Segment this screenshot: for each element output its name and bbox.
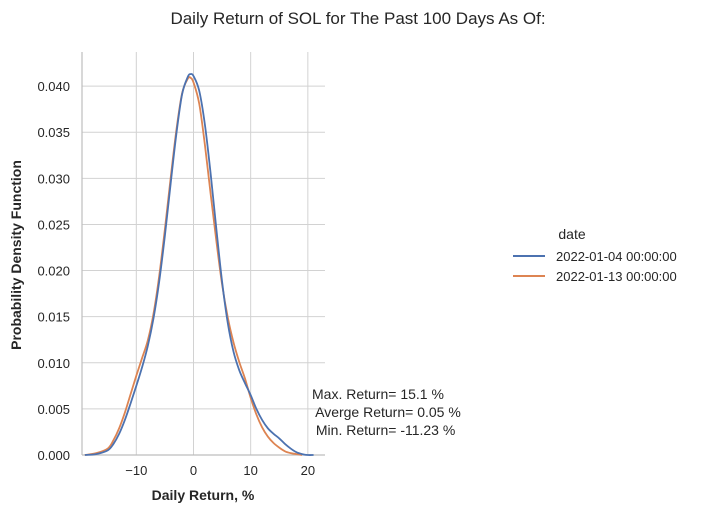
chart-title: Daily Return of SOL for The Past 100 Day… [170,9,545,28]
series-line-2022-01-04 [84,73,314,456]
series-line-2022-01-13 [84,76,303,456]
stats-line: Min. Return= -11.23 % [312,422,455,438]
legend-title: date [558,226,585,242]
legend-entry: 2022-01-13 00:00:00 [556,269,677,284]
y-axis-label: Probability Density Function [8,160,24,350]
stats-line: Averge Return= 0.05 % [312,404,461,420]
stats-annotation: Max. Return= 15.1 % Averge Return= 0.05 … [312,386,461,438]
y-tick-label: 0.025 [37,217,70,232]
y-tick-label: 0.020 [37,264,70,279]
legend: date 2022-01-04 00:00:00 2022-01-13 00:00:… [513,226,677,284]
density-series [84,73,314,456]
y-tick-label: 0.000 [37,448,70,463]
y-tick-labels: 0.000 0.005 0.010 0.015 0.020 0.025 0.030 0.035… [37,79,70,463]
x-tick-label: 20 [301,463,315,478]
x-tick-label: 10 [243,463,257,478]
y-tick-label: 0.030 [37,171,70,186]
axes [81,52,325,456]
legend-entry: 2022-01-04 00:00:00 [556,249,677,264]
y-tick-label: 0.040 [37,79,70,94]
x-tick-labels: −10 0 10 20 [125,463,315,478]
y-tick-label: 0.035 [37,125,70,140]
stats-line: Max. Return= 15.1 % [312,386,444,402]
y-tick-label: 0.010 [37,356,70,371]
y-tick-label: 0.015 [37,310,70,325]
x-axis-label: Daily Return, % [152,487,255,503]
x-tick-label: 0 [190,463,197,478]
stats-text: Max. Return= 15.1 % Averge Return= 0.05 … [312,386,461,438]
y-tick-label: 0.005 [37,402,70,417]
x-tick-label: −10 [125,463,147,478]
